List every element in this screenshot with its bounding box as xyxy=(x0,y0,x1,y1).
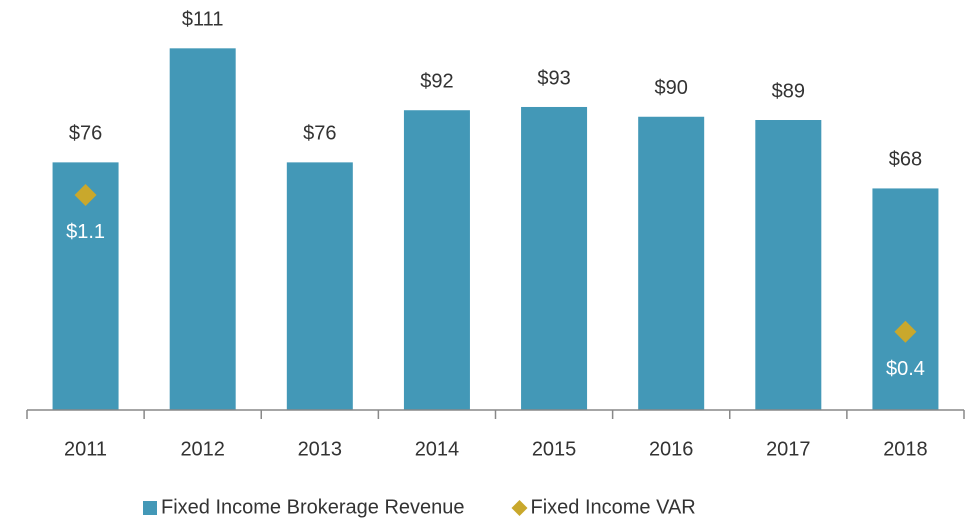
x-tick-label: 2016 xyxy=(649,438,694,460)
bar xyxy=(638,116,705,410)
bar xyxy=(169,48,236,410)
data-label: $89 xyxy=(772,80,805,102)
legend-swatch xyxy=(511,500,528,516)
bar xyxy=(286,162,353,410)
data-label: $68 xyxy=(889,149,922,171)
x-tick-label: 2018 xyxy=(883,438,928,460)
data-label: $93 xyxy=(537,67,570,89)
legend-swatch xyxy=(143,501,157,515)
bar xyxy=(755,120,822,410)
data-label: $76 xyxy=(303,123,336,145)
data-label: $111 xyxy=(182,9,224,31)
marker xyxy=(74,183,97,206)
x-tick-label: 2015 xyxy=(532,438,577,460)
legend-label: Fixed Income VAR xyxy=(531,496,696,518)
data-label: $90 xyxy=(655,77,688,99)
legend-label: Fixed Income Brokerage Revenue xyxy=(161,496,465,518)
bar xyxy=(872,188,939,410)
data-label: $92 xyxy=(420,71,453,93)
bar xyxy=(521,106,588,410)
bar xyxy=(403,110,470,410)
x-tick-label: 2014 xyxy=(415,438,460,460)
data-label: $0.4 xyxy=(886,358,925,380)
data-label: $76 xyxy=(69,123,102,145)
x-tick-label: 2017 xyxy=(766,438,811,460)
data-label: $1.1 xyxy=(66,221,105,243)
x-tick-label: 2011 xyxy=(64,438,107,460)
marker xyxy=(894,320,917,343)
x-tick-label: 2013 xyxy=(298,438,343,460)
x-tick-label: 2012 xyxy=(180,438,225,460)
